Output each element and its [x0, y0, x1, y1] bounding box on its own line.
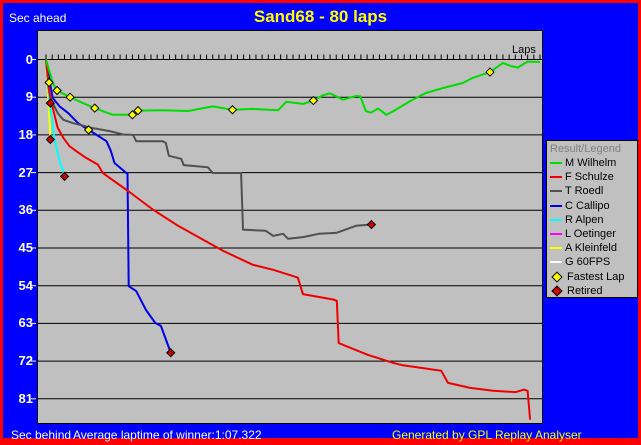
fastest-lap-diamond-icon	[127, 110, 138, 120]
plot-border	[37, 30, 543, 424]
legend-line-swatch	[550, 247, 562, 250]
retired-diamond-icon	[59, 171, 70, 182]
y-axis-label: 36	[18, 202, 33, 218]
legend-entry-label: A Kleinfeld	[565, 242, 617, 255]
legend-entry-label: Fastest Lap	[567, 270, 625, 283]
fastest-lap-diamond-icon	[65, 92, 75, 102]
legend-title: Result/Legend	[550, 143, 621, 155]
series-line	[45, 59, 172, 354]
series-line	[45, 59, 532, 420]
legend-entry: F Schulze	[550, 170, 637, 184]
legend-entry: G 60FPS	[550, 255, 637, 269]
y-axis-label: 9	[25, 89, 33, 105]
retired-diamond-icon	[166, 348, 176, 358]
legend-line-swatch	[550, 162, 562, 165]
legend-entry-label: R Alpen	[565, 213, 604, 226]
legend-entry: M Wilhelm	[550, 156, 637, 170]
fastest-lap-diamond-icon	[485, 67, 495, 77]
legend-entry: T Roedl	[550, 184, 637, 198]
legend-entry: A Kleinfeld	[550, 241, 637, 255]
retired-diamond-icon	[551, 285, 563, 297]
legend-entry-label: T Roedl	[565, 185, 604, 198]
legend-line-swatch	[550, 233, 562, 236]
legend-entry: C Callipo	[550, 199, 637, 213]
fastest-lap-diamond-icon	[83, 125, 94, 135]
legend-panel: Result/Legend M Wilhelm F Schulze T Roedl C…	[546, 140, 638, 298]
fastest-lap-diamond-icon	[308, 95, 319, 106]
legend-entry: Retired	[550, 284, 637, 298]
window-background: Sand68 - 80 laps Sec ahead 0 9 18 27 36 45 54 6…	[3, 3, 638, 442]
y-axis-label: 27	[18, 164, 33, 180]
legend-entry-label: C Callipo	[565, 199, 610, 212]
legend-entry: Fastest Lap	[550, 270, 637, 284]
y-axis-label: 18	[18, 126, 33, 142]
legend-entry-label: M Wilhelm	[565, 157, 617, 170]
x-axis-label: Laps	[512, 44, 536, 56]
y-axis-label: 0	[25, 51, 33, 67]
legend-line-swatch	[550, 218, 562, 221]
legend-entries: M Wilhelm F Schulze T Roedl C Callipo R Alpe…	[550, 156, 637, 298]
gap-chart-canvas	[31, 30, 543, 424]
legend-entry-label: Retired	[567, 284, 603, 297]
retired-diamond-icon	[366, 219, 377, 230]
legend-entry: L Oetinger	[550, 227, 637, 241]
fastest-lap-diamond-icon	[52, 85, 62, 96]
y-axis-label: 63	[18, 315, 33, 331]
legend-line-swatch	[550, 190, 562, 193]
plot-area	[37, 30, 543, 424]
legend-entry-label: G 60FPS	[565, 256, 611, 269]
fastest-lap-diamond-icon	[227, 105, 238, 115]
y-axis-bottom-label: Sec behind	[11, 428, 72, 442]
legend-line-swatch	[550, 176, 562, 179]
y-axis-label: 72	[18, 353, 33, 369]
retired-diamond-icon	[45, 134, 56, 145]
fastest-lap-diamond-icon	[90, 103, 100, 113]
legend-entry-label: L Oetinger	[565, 228, 616, 241]
y-axis-top-label: Sec ahead	[9, 11, 67, 25]
chart-title: Sand68 - 80 laps	[253, 7, 388, 26]
legend-entry: R Alpen	[550, 213, 637, 227]
retired-diamond-icon	[45, 98, 56, 108]
series-line	[45, 59, 541, 116]
fastest-lap-diamond-icon	[44, 77, 54, 88]
legend-line-swatch	[550, 204, 562, 207]
average-laptime-text: Average laptime of winner:1:07.322	[73, 428, 262, 442]
y-axis-label: 54	[18, 277, 33, 293]
generator-credit: Generated by GPL Replay Analyser	[392, 428, 582, 442]
fastest-lap-diamond-icon	[133, 105, 143, 116]
fastest-lap-diamond-icon	[551, 270, 563, 283]
y-axis-label: 45	[18, 240, 33, 255]
y-axis-label: 81	[18, 390, 33, 406]
legend-entry-label: F Schulze	[565, 171, 614, 184]
legend-line-swatch	[550, 261, 562, 264]
series-line	[45, 59, 372, 240]
